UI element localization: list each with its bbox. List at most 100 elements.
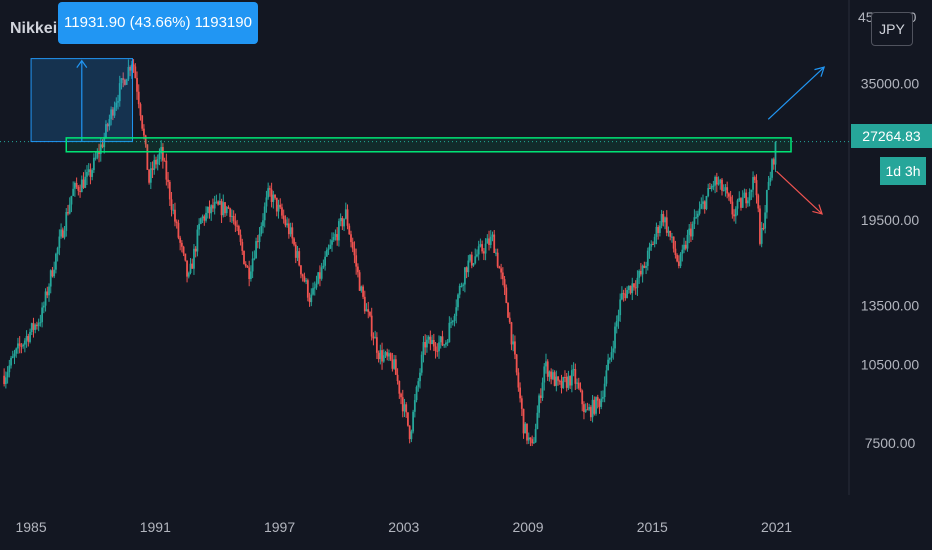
- candle-body: [167, 179, 169, 182]
- candle-body: [458, 285, 461, 295]
- candle-body: [146, 144, 149, 170]
- candle-body: [417, 381, 420, 387]
- currency-button[interactable]: JPY: [871, 12, 913, 46]
- candle-body: [431, 339, 433, 345]
- candle-body: [180, 242, 183, 247]
- candle-body: [743, 192, 746, 198]
- candle-body: [698, 208, 701, 214]
- candle-body: [719, 179, 722, 184]
- candle-body: [420, 354, 423, 373]
- candle-body: [774, 142, 777, 165]
- candle-body: [684, 244, 687, 249]
- candle-body: [77, 186, 80, 191]
- candle-body: [745, 192, 748, 204]
- candle-body: [551, 372, 554, 380]
- candle-body: [253, 258, 256, 260]
- candle-body: [246, 266, 249, 268]
- candle-body: [753, 177, 756, 181]
- candle-body: [334, 234, 337, 237]
- time-axis[interactable]: 1985 1991 1997 2003 2009 2015 2021: [15, 519, 792, 535]
- candle-body: [58, 236, 61, 248]
- candle-body: [407, 412, 409, 426]
- candle-body: [115, 102, 118, 108]
- candle-body: [703, 201, 706, 210]
- candle-body: [258, 233, 261, 243]
- candle-body: [541, 382, 544, 399]
- candle-body: [3, 375, 6, 385]
- candle-body: [87, 169, 90, 173]
- candle-body: [645, 265, 647, 268]
- up-arrow-head-icon: [814, 66, 826, 77]
- price-axis[interactable]: 7500.0010500.0013500.0019500.0035000.004…: [858, 9, 919, 451]
- candle-body: [174, 209, 176, 222]
- candle-body: [636, 277, 639, 288]
- candle-body: [629, 285, 632, 294]
- candle-body: [555, 376, 558, 386]
- candle-body: [270, 189, 273, 202]
- candle-body: [413, 400, 416, 412]
- candle-body: [144, 135, 147, 145]
- candle-body: [408, 425, 411, 440]
- candle-body: [351, 242, 354, 249]
- candle-body: [179, 237, 182, 243]
- candle-body: [722, 190, 725, 192]
- resistance-zone[interactable]: [65, 137, 792, 153]
- candle-body: [282, 215, 285, 220]
- down-arrow[interactable]: [776, 170, 823, 215]
- candle-body: [548, 371, 551, 377]
- y-tick-label: 13500.00: [861, 298, 920, 314]
- candle-body: [194, 248, 197, 252]
- candle-body: [48, 286, 50, 296]
- candle-body: [217, 201, 220, 205]
- candle-body: [227, 207, 230, 209]
- candle-body: [519, 387, 521, 399]
- candle-body: [329, 244, 332, 249]
- candle-body: [356, 266, 359, 273]
- candle-body: [125, 79, 128, 85]
- candle-body: [317, 272, 320, 284]
- candle-body: [441, 336, 444, 346]
- candle-body: [438, 342, 440, 352]
- candle-body: [382, 355, 385, 362]
- candle-body: [501, 272, 504, 280]
- candle-body: [564, 377, 566, 379]
- candle-body: [558, 380, 561, 382]
- candle-body: [127, 67, 130, 80]
- candle-body: [262, 220, 264, 227]
- candle-body: [320, 267, 323, 279]
- candle-body: [232, 215, 235, 222]
- candle-body: [633, 283, 635, 288]
- candle-body: [631, 283, 634, 294]
- candle-body: [455, 307, 458, 316]
- candle-body: [648, 246, 651, 251]
- candle-body: [746, 200, 749, 204]
- candle-body: [170, 199, 173, 210]
- candle-body: [672, 236, 675, 249]
- down-arrow-head-icon: [812, 204, 823, 215]
- candle-body: [398, 381, 401, 394]
- candle-body: [277, 204, 280, 212]
- candle-body: [18, 343, 21, 346]
- candle-body: [734, 208, 737, 217]
- candle-body: [570, 370, 573, 386]
- candle-body: [175, 221, 178, 223]
- candle-body: [225, 207, 228, 214]
- candle-body: [741, 197, 744, 208]
- candle-body: [657, 226, 660, 233]
- candle-body: [679, 253, 682, 266]
- candle-body: [160, 147, 163, 154]
- candle-body: [182, 246, 185, 254]
- up-arrow[interactable]: [767, 66, 825, 120]
- candle-body: [365, 309, 368, 312]
- candle-body: [193, 248, 195, 269]
- candle-body: [391, 359, 394, 369]
- candle-body: [503, 279, 506, 288]
- candle-body: [130, 64, 133, 71]
- candle-body: [279, 204, 282, 208]
- candle-body: [229, 208, 232, 217]
- candle-body: [412, 411, 415, 432]
- candle-body: [457, 294, 459, 308]
- candle-body: [70, 195, 73, 205]
- candle-body: [248, 267, 251, 279]
